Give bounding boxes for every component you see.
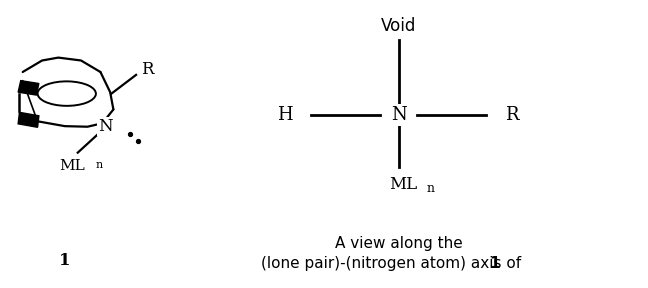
Text: N: N xyxy=(98,118,112,135)
Text: 1: 1 xyxy=(489,256,500,271)
Text: n: n xyxy=(96,160,103,170)
Text: (lone pair)-(nitrogen atom) axis of: (lone pair)-(nitrogen atom) axis of xyxy=(261,256,526,271)
Text: ML: ML xyxy=(60,159,86,173)
Polygon shape xyxy=(18,81,39,95)
Text: 1: 1 xyxy=(59,252,71,269)
Text: N: N xyxy=(391,106,406,124)
Text: n: n xyxy=(426,182,434,195)
Text: Void: Void xyxy=(381,16,416,35)
Text: A view along the: A view along the xyxy=(334,236,463,251)
Text: R: R xyxy=(505,106,518,124)
Text: R: R xyxy=(141,61,154,79)
Text: H: H xyxy=(277,106,293,124)
Text: ML: ML xyxy=(389,176,417,193)
Polygon shape xyxy=(18,112,39,127)
